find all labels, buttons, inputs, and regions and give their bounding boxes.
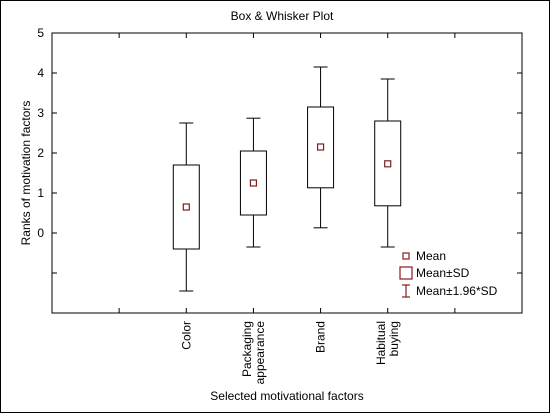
y-tick-label: 5 [37, 26, 44, 40]
sd-box [307, 106, 335, 189]
legend-sd-marker [399, 266, 413, 280]
box-1 [172, 122, 200, 292]
mean-marker [182, 203, 190, 211]
mean-marker [249, 179, 258, 187]
x-tick-label: Brand [314, 321, 328, 353]
boxes-group [172, 66, 402, 292]
x-axis-label: Selected motivational factors [210, 389, 363, 403]
legend-ci-label: Mean±1.96*SD [416, 284, 498, 298]
y-axis-label: Ranks of motivation factors [19, 101, 33, 246]
legend-mean-label: Mean [416, 249, 446, 263]
x-tick-label: Habitual [374, 321, 388, 365]
y-axis: 0 1 2 3 4 5 [37, 26, 522, 314]
plot-area [51, 32, 523, 314]
y-tick-label: 2 [37, 146, 44, 160]
box-3 [307, 66, 335, 229]
x-tick-label: Color [179, 321, 193, 350]
x-tick-label: appearance [253, 321, 267, 385]
y-tick-label: 0 [37, 226, 44, 240]
y-tick-label: 1 [37, 186, 44, 200]
box-4 [374, 78, 402, 248]
y-tick-label: 4 [37, 66, 44, 80]
legend-sd-label: Mean±SD [416, 266, 470, 280]
x-tick-label: buying [387, 321, 401, 356]
legend: Mean Mean±SD Mean±1.96*SD [399, 249, 498, 298]
x-tick-label: Packaging [240, 321, 254, 377]
y-tick-label: 3 [37, 106, 44, 120]
chart-title: Box & Whisker Plot [231, 9, 334, 23]
box-2 [239, 117, 267, 248]
mean-marker [316, 143, 325, 151]
mean-marker [384, 160, 392, 168]
legend-mean-marker [402, 252, 410, 260]
